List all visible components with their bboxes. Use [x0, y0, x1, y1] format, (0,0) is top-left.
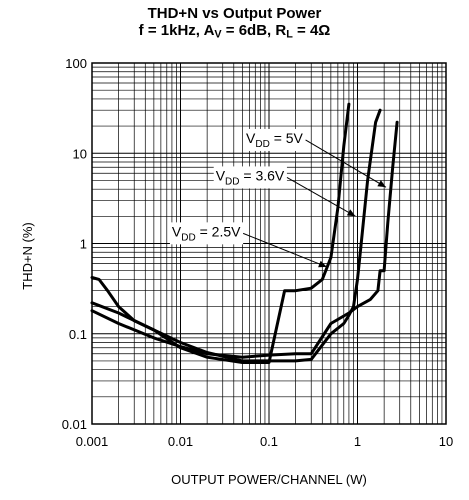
series-label-value: = 2.5V [196, 223, 241, 239]
subtitle-gain-symbol: A [203, 22, 215, 39]
series-arrowhead-2 [318, 260, 327, 268]
plot-frame [91, 62, 447, 425]
series-label-background [169, 222, 244, 245]
y-tick-label: 0.1 [69, 327, 87, 342]
x-tick-label: 10 [439, 434, 453, 449]
series-arrow-1 [286, 176, 356, 217]
y-axis-label: THD+N (%) [20, 222, 35, 290]
y-tick-label: 1 [80, 237, 87, 252]
chart-title: THD+N vs Output Power [147, 5, 322, 22]
series-label-subscript: DD [225, 176, 239, 187]
series-label-1: VDD = 3.6V [216, 167, 285, 187]
x-tick-label: 0.001 [76, 434, 109, 449]
series-label-subscript: DD [255, 139, 269, 150]
series-label-value: = 5V [270, 130, 304, 146]
series-label-symbol: V [246, 130, 256, 146]
x-axis-label: OUTPUT POWER/CHANNEL (W) [171, 472, 367, 487]
x-tick-label: 0.01 [168, 434, 193, 449]
y-tick-label: 0.01 [62, 417, 87, 432]
series-arrowhead-1 [346, 209, 356, 217]
chart-series [90, 102, 399, 364]
series-arrow-0 [305, 139, 387, 188]
series-line-2 [90, 102, 351, 364]
x-tick-label: 0.1 [260, 434, 278, 449]
subtitle-load-symbol: R [275, 22, 287, 39]
subtitle-frequency: f = 1kHz [138, 22, 196, 39]
tick-labels: 0.001 0.01 0.1 1 10 0.01 0.1 1 10 100 [62, 56, 454, 449]
y-tick-label: 10 [73, 146, 87, 161]
subtitle-gain-value: = 6dB [221, 22, 268, 39]
x-tick-label: 1 [354, 434, 361, 449]
series-label-2: VDD = 2.5V [172, 223, 241, 243]
series-label-symbol: V [172, 223, 182, 239]
subtitle-gain-subscript: V [214, 28, 222, 41]
series-label-0: VDD = 5V [246, 130, 304, 150]
series-label-subscript: DD [181, 232, 195, 243]
y-tick-label: 100 [65, 56, 87, 71]
series-line-1 [90, 108, 382, 363]
series-label-background [213, 166, 287, 189]
chart-subtitle: f = 1kHz, AV = 6dB, RL = 4Ω [138, 22, 331, 41]
subtitle-load-subscript: L [286, 28, 293, 41]
series-label-value: = 3.6V [240, 167, 285, 183]
series-arrow-2 [242, 232, 327, 268]
series-arrowhead-0 [377, 180, 387, 188]
series-label-symbol: V [216, 167, 226, 183]
subtitle-load-value: = 4Ω [292, 22, 331, 39]
series-label-background [244, 128, 306, 151]
